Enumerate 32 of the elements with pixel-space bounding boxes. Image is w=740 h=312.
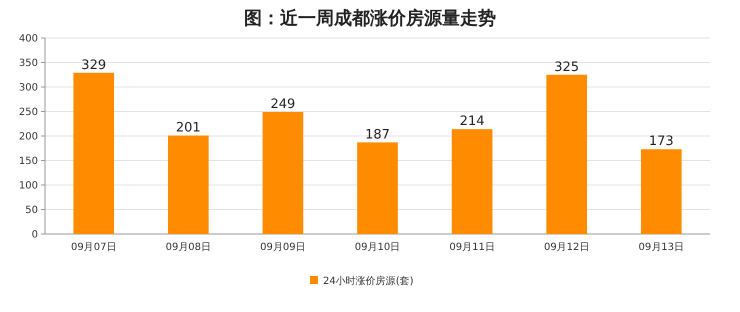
bar (546, 74, 588, 234)
x-tick-label: 09月10日 (354, 242, 400, 253)
y-tick-label: 350 (18, 58, 38, 69)
data-label: 325 (554, 60, 580, 75)
y-tick-label: 400 (18, 34, 38, 44)
y-tick-label: 150 (18, 156, 38, 167)
data-label: 214 (460, 114, 485, 130)
chart-title: 图：近一周成都涨价房源量走势 (244, 8, 496, 29)
data-label: 329 (81, 58, 106, 73)
data-label: 173 (648, 134, 674, 150)
bar (640, 149, 682, 234)
x-tick-label: 09月13日 (638, 242, 684, 253)
x-tick-label: 09月09日 (260, 242, 306, 253)
bar (73, 72, 114, 234)
bar (357, 142, 398, 234)
y-tick-label: 250 (18, 107, 38, 118)
y-tick-label: 200 (18, 132, 38, 142)
x-tick-label: 09月08日 (166, 242, 212, 253)
y-tick-label: 50 (25, 205, 38, 216)
x-tick-label: 09月11日 (449, 242, 495, 253)
bar (168, 136, 209, 234)
x-tick-label: 09月12日 (544, 242, 590, 253)
y-tick-label: 300 (18, 82, 38, 94)
x-tick-label: 09月07日 (70, 242, 116, 253)
bar (452, 129, 492, 234)
y-tick-label: 100 (18, 180, 38, 192)
bar (262, 112, 304, 234)
y-tick-label: 0 (32, 230, 38, 240)
data-label: 187 (365, 127, 390, 142)
data-label: 201 (176, 120, 201, 136)
legend-label: 24小时涨价房源(套) (323, 275, 414, 287)
data-label: 249 (270, 96, 296, 112)
